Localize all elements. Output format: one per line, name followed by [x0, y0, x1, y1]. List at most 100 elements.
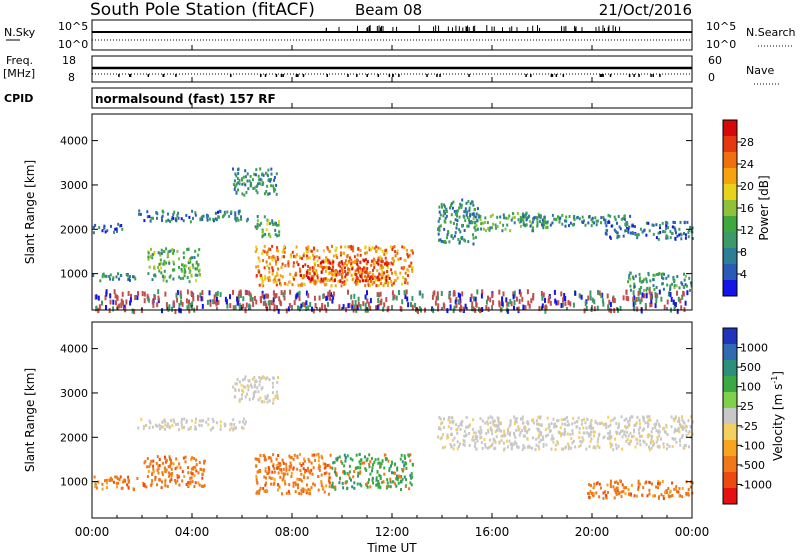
echo-cell	[309, 488, 311, 492]
echo-cell	[400, 266, 403, 270]
echo-cell	[578, 427, 581, 431]
echo-cell	[187, 483, 190, 487]
echo-cell	[677, 296, 680, 302]
echo-cell	[609, 302, 612, 307]
echo-cell	[306, 255, 309, 259]
echo-cell	[392, 256, 394, 260]
echo-cell	[410, 261, 413, 265]
echo-cell	[446, 433, 449, 437]
echo-cell	[219, 210, 222, 213]
echo-cell	[640, 308, 643, 314]
echo-cell	[279, 463, 282, 467]
echo-cell	[379, 247, 382, 251]
echo-cell	[608, 299, 611, 305]
echo-cell	[115, 227, 118, 231]
echo-cell	[400, 488, 402, 491]
echo-cell	[276, 246, 279, 250]
echo-cell	[252, 302, 255, 307]
echo-cell	[195, 261, 198, 265]
freq-panel: Freq. [MHz] 18 8 60 0 Nave	[3, 54, 780, 85]
echo-cell	[298, 306, 301, 312]
echo-cell	[579, 443, 582, 447]
echo-cell	[174, 481, 177, 485]
echo-cell	[238, 305, 241, 311]
echo-cell	[598, 482, 601, 486]
echo-cell	[230, 426, 233, 430]
echo-cell	[150, 254, 153, 258]
freq-label: Freq.	[6, 54, 33, 67]
echo-cell	[304, 263, 307, 267]
echo-cell	[314, 458, 317, 462]
echo-cell	[307, 246, 310, 249]
echo-cell	[610, 443, 613, 447]
echo-cell	[627, 230, 630, 234]
echo-cell	[651, 223, 654, 227]
echo-cell	[468, 208, 471, 212]
echo-cell	[238, 420, 241, 424]
echo-cell	[257, 174, 260, 178]
echo-cell	[484, 442, 487, 446]
echo-cell	[238, 399, 241, 403]
echo-cell	[282, 248, 285, 252]
echo-cell	[595, 482, 598, 486]
echo-cell	[636, 415, 639, 419]
echo-cell	[594, 446, 597, 450]
echo-cell	[332, 260, 335, 264]
echo-cell	[589, 490, 592, 494]
echo-cell	[243, 377, 246, 381]
echo-cell	[636, 233, 639, 237]
echo-cell	[639, 299, 642, 305]
echo-cell	[389, 480, 392, 484]
echo-cell	[562, 432, 565, 436]
echo-cell	[369, 275, 372, 279]
echo-cell	[198, 273, 201, 277]
echo-cell	[658, 224, 661, 227]
echo-cell	[675, 284, 678, 288]
echo-cell	[246, 172, 249, 176]
echo-cell	[215, 218, 218, 222]
echo-cell	[641, 292, 644, 298]
echo-cell	[272, 187, 275, 190]
echo-cell	[278, 296, 281, 302]
echo-cell	[244, 395, 247, 399]
echo-cell	[244, 289, 247, 295]
echo-cell	[255, 379, 257, 383]
echo-cell	[320, 454, 323, 458]
echo-cell	[341, 281, 344, 284]
echo-cell	[300, 492, 303, 496]
echo-cell	[644, 481, 647, 485]
echo-cell	[224, 212, 227, 216]
echo-cell	[120, 274, 123, 277]
echo-cell	[396, 478, 399, 482]
echo-cell	[503, 434, 506, 438]
echo-cell	[374, 458, 377, 462]
echo-cell	[335, 271, 338, 275]
echo-cell	[187, 427, 190, 431]
echo-cell	[609, 235, 612, 239]
echo-cell	[289, 280, 292, 284]
echo-cell	[148, 265, 151, 269]
echo-cell	[337, 263, 340, 267]
echo-cell	[190, 302, 192, 308]
echo-cell	[310, 249, 313, 253]
echo-cell	[237, 293, 240, 299]
y-tick-label: 2000	[60, 431, 88, 444]
echo-cell	[557, 442, 560, 446]
echo-cell	[300, 283, 303, 286]
echo-cell	[180, 423, 183, 427]
echo-cell	[468, 206, 471, 210]
colorbar-cell	[723, 456, 737, 473]
echo-cell	[237, 181, 240, 185]
echo-cell	[468, 218, 470, 222]
echo-cell	[261, 276, 264, 280]
echo-cell	[678, 494, 681, 498]
echo-cell	[405, 478, 407, 482]
echo-cell	[164, 466, 166, 470]
echo-cell	[546, 220, 549, 224]
echo-cell	[268, 266, 271, 270]
echo-cell	[359, 249, 362, 252]
echo-cell	[147, 297, 150, 303]
nave-tick-top: 60	[708, 54, 722, 67]
echo-cell	[670, 425, 673, 429]
